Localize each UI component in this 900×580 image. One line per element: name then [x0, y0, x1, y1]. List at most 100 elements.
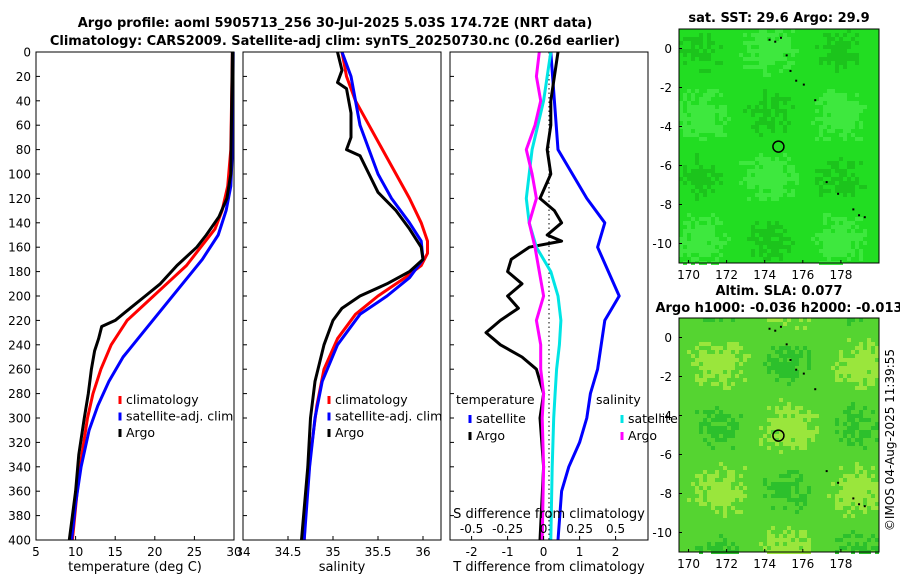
map-cell [843, 217, 847, 221]
map-cell [795, 49, 799, 53]
map-cell [835, 237, 839, 241]
map-cell [787, 346, 791, 350]
map-cell [859, 414, 863, 418]
map-cell [679, 113, 683, 117]
map-cell [835, 498, 839, 502]
map-cell [835, 121, 839, 125]
map-cell [779, 486, 783, 490]
map-cell [807, 410, 811, 414]
map-cell [771, 41, 775, 45]
map-cell [711, 129, 715, 133]
map-cell [771, 101, 775, 105]
map-cell [759, 189, 763, 193]
map-cell [683, 117, 687, 121]
map-cell [855, 358, 859, 362]
map-cell [715, 502, 719, 506]
map-cell [867, 430, 871, 434]
map-cell [707, 93, 711, 97]
map-cell [827, 41, 831, 45]
map-cell [755, 125, 759, 129]
map-cell [695, 498, 699, 502]
map-cell [795, 434, 799, 438]
map-cell [855, 426, 859, 430]
map-cell [867, 358, 871, 362]
map-cell [767, 358, 771, 362]
map-cell [767, 245, 771, 249]
map-cell [855, 482, 859, 486]
map-cell [839, 225, 843, 229]
map-cell [699, 241, 703, 245]
map-cell [843, 129, 847, 133]
map-cell [767, 161, 771, 165]
map-cell [827, 173, 831, 177]
map-cell [703, 253, 707, 257]
map-cell [819, 57, 823, 61]
map-cell [755, 105, 759, 109]
map-cell [715, 474, 719, 478]
map-cell [767, 241, 771, 245]
map-cell [787, 418, 791, 422]
map-cell [875, 486, 879, 490]
map-cell [843, 101, 847, 105]
map-cell [827, 57, 831, 61]
map-cell [775, 105, 779, 109]
depth-tick-label: 220 [8, 314, 31, 328]
map-cell [843, 229, 847, 233]
map-cell [683, 97, 687, 101]
map-cell [875, 490, 879, 494]
map-cell [863, 546, 867, 550]
map-cell [791, 189, 795, 193]
map-cell [735, 422, 739, 426]
map-cell [771, 161, 775, 165]
map-cell [707, 105, 711, 109]
map-cell [771, 538, 775, 542]
map-cell [787, 157, 791, 161]
map-cell [751, 169, 755, 173]
map-cell [699, 173, 703, 177]
map-cell [683, 249, 687, 253]
map-lat-label: -2 [660, 81, 672, 95]
map-cell [723, 358, 727, 362]
map-cell [799, 354, 803, 358]
map-cell [723, 350, 727, 354]
map-cell [743, 354, 747, 358]
map-cell [851, 161, 855, 165]
map-cell [719, 418, 723, 422]
map-cell [855, 414, 859, 418]
map-cell [771, 526, 775, 530]
map-cell [703, 121, 707, 125]
map-cell [759, 241, 763, 245]
map-cell [859, 161, 863, 165]
map-cell [723, 494, 727, 498]
map-cell [771, 426, 775, 430]
map-cell [783, 366, 787, 370]
map-cell [847, 257, 851, 261]
map-cell [747, 45, 751, 49]
map-cell [699, 41, 703, 45]
map-cell [715, 358, 719, 362]
island-speck [768, 327, 771, 330]
map-cell [875, 498, 879, 502]
map-cell [731, 542, 735, 546]
map-cell [735, 374, 739, 378]
map-cell [707, 414, 711, 418]
map-cell [703, 49, 707, 53]
map-cell [767, 41, 771, 45]
map-cell [791, 358, 795, 362]
map-cell [735, 342, 739, 346]
map-cell [679, 249, 683, 253]
map-cell [855, 470, 859, 474]
map-cell [859, 382, 863, 386]
map-cell [855, 346, 859, 350]
map-cell [767, 177, 771, 181]
map-cell [739, 494, 743, 498]
map-cell [787, 442, 791, 446]
map-cell [719, 346, 723, 350]
map-cell [707, 490, 711, 494]
map-cell [691, 117, 695, 121]
map-cell [847, 177, 851, 181]
map-lat-label: -6 [660, 159, 672, 173]
map-cell [803, 546, 807, 550]
map-cell [759, 33, 763, 37]
map-cell [723, 438, 727, 442]
